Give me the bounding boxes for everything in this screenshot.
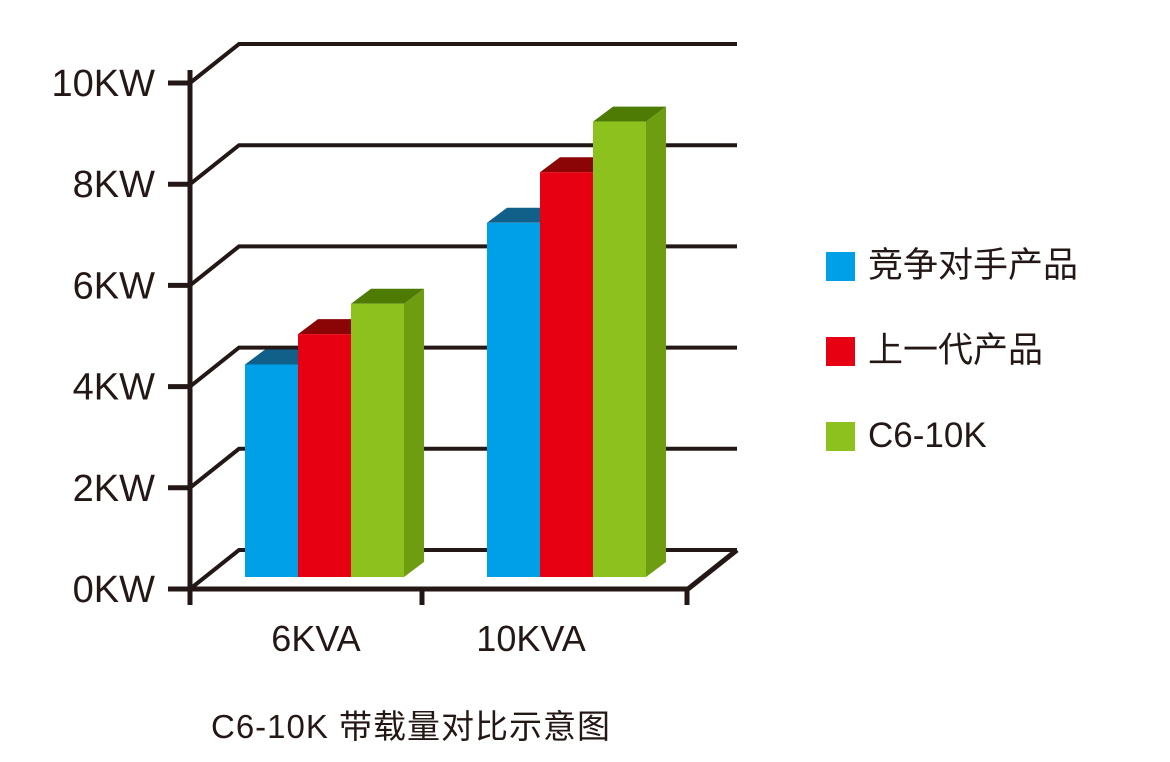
bar-side-face	[404, 288, 424, 577]
y-axis-label-6kw: 6KW	[73, 265, 155, 307]
legend-swatch-competitor-product	[826, 251, 855, 281]
bar-front-face	[351, 303, 404, 577]
bar-front-face	[540, 172, 593, 577]
bar-front-face	[245, 364, 298, 577]
bar-group-6kva	[245, 288, 424, 577]
bar-10kva-c6-10k	[593, 106, 666, 577]
legend-swatch-previous-generation-product	[826, 336, 855, 366]
legend-item-competitor-product: 竞争对手产品	[826, 246, 1079, 285]
x-axis-label-10kva: 10KVA	[476, 618, 585, 659]
y-axis-label-2kw: 2KW	[73, 468, 155, 510]
chart-title: C6-10K 带载量对比示意图	[211, 708, 612, 745]
x-axis-label-6kva: 6KVA	[271, 618, 360, 659]
legend-label-previous-generation-product: 上一代产品	[868, 331, 1044, 370]
y-axis-label-10kw: 10KW	[52, 63, 156, 105]
bar-group-10kva	[487, 106, 666, 578]
bar-top-face	[351, 288, 424, 304]
bar-front-face	[593, 121, 646, 577]
legend-swatch-c6-10k	[826, 421, 855, 451]
gridline-8kw	[188, 143, 737, 186]
legend: 竞争对手产品 上一代产品 C6-10K	[826, 246, 1079, 506]
y-axis-label-8kw: 8KW	[73, 164, 155, 206]
legend-item-previous-generation-product: 上一代产品	[826, 331, 1078, 370]
bar-top-face	[593, 106, 666, 122]
bar-side-face	[646, 106, 666, 577]
y-axis-label-4kw: 4KW	[73, 367, 155, 409]
bar-front-face	[487, 222, 540, 578]
bar-front-face	[298, 334, 351, 577]
legend-label-c6-10k: C6-10K	[868, 416, 987, 455]
y-axis-label-0kw: 0KW	[73, 569, 155, 611]
gridline-10kw	[188, 42, 737, 85]
legend-item-c6-10k: C6-10K	[826, 416, 1078, 455]
legend-label-competitor-product: 竞争对手产品	[868, 246, 1079, 285]
bar-6kva-c6-10k	[351, 288, 424, 577]
